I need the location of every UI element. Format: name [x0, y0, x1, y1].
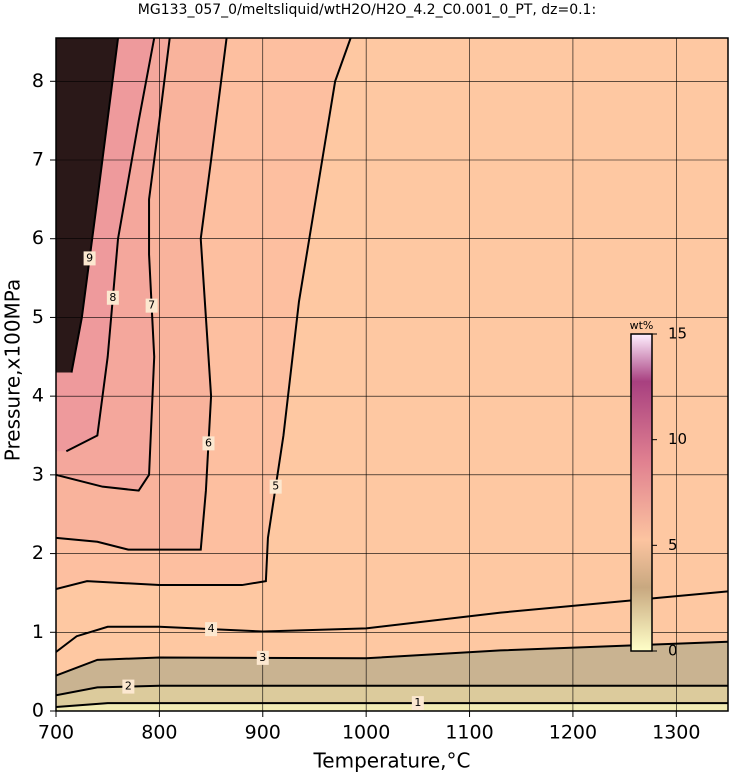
contour-line — [56, 38, 171, 492]
colorbar-tick-label: 15 — [668, 325, 687, 343]
contour-label: 6 — [205, 436, 212, 449]
colorbar-label: wt% — [630, 319, 654, 332]
contour-label: 8 — [109, 291, 116, 304]
chart-title: MG133_057_0/meltsliquid/wtH2O/H2O_4.2_C0… — [138, 2, 596, 18]
y-tick-label: 7 — [32, 149, 44, 171]
contour-label: 4 — [208, 622, 215, 635]
contour-label-bg — [122, 679, 135, 694]
y-tick-label: 0 — [32, 700, 44, 722]
x-tick-label: 1000 — [342, 722, 390, 744]
band-fill — [56, 38, 119, 373]
colorbar-tick-label: 0 — [668, 642, 678, 660]
contour-label: 9 — [86, 251, 93, 264]
y-tick-label: 1 — [32, 621, 44, 643]
plot-frame — [55, 37, 729, 712]
y-tick-label: 8 — [32, 70, 44, 92]
x-tick-label: 1200 — [549, 722, 597, 744]
contour-label-bg — [145, 298, 158, 313]
x-tick-label: 1100 — [445, 722, 493, 744]
x-axis-label: Temperature,°C — [312, 749, 470, 773]
contour-label: 7 — [148, 299, 155, 312]
contour-label-bg — [202, 436, 215, 451]
y-tick-label: 4 — [32, 385, 44, 407]
contour-label: 5 — [272, 480, 279, 493]
contour-label-bg — [411, 696, 424, 711]
contour-label-bg — [205, 622, 218, 637]
y-tick-label: 6 — [32, 227, 44, 249]
y-tick-label: 3 — [32, 463, 44, 485]
contour-label-bg — [106, 290, 119, 305]
overlay: 1 2 3 4 5 6 7 8 9 700 800 900 1000 1100 1200 1300 0 1 2 3 4 5… — [32, 37, 729, 744]
x-tick-label: 700 — [38, 722, 74, 744]
contour-label: 3 — [259, 651, 266, 664]
colorbar — [630, 333, 653, 652]
contour-label: 2 — [125, 680, 132, 693]
contour-label-bg — [269, 479, 282, 494]
plot-area — [56, 38, 728, 711]
band-fill — [56, 703, 728, 711]
contour-line — [56, 702, 728, 709]
x-tick-label: 900 — [245, 722, 281, 744]
colorbar-tick-label: 10 — [668, 430, 687, 448]
x-tick-label: 800 — [141, 722, 177, 744]
y-tick-label: 5 — [32, 306, 44, 328]
y-axis-label: Pressure,x100MPa — [1, 279, 25, 461]
x-tick-label: 1300 — [652, 722, 700, 744]
colorbar-tick-label: 5 — [668, 536, 678, 554]
contour-label-bg — [83, 251, 96, 266]
y-tick-label: 2 — [32, 542, 44, 564]
contour-label: 1 — [414, 696, 421, 709]
contour-label-bg — [256, 650, 269, 665]
